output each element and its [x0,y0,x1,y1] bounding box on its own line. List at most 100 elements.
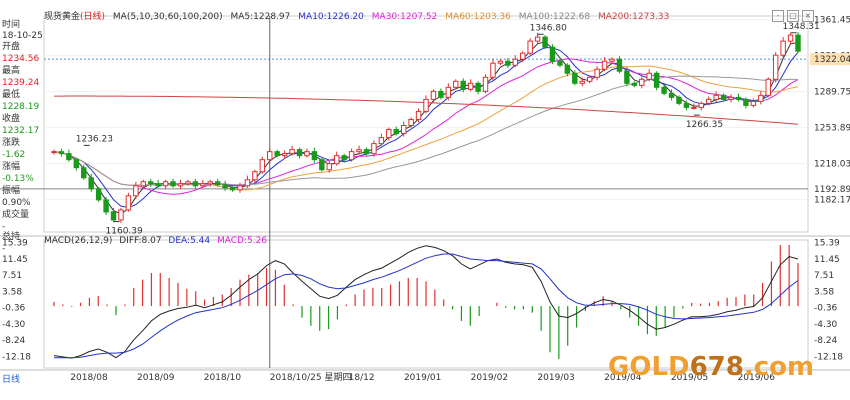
candle-body [334,155,340,165]
maximize-button[interactable]: □ [787,10,799,22]
time-value: 18-10-25 [2,31,43,41]
candle-body [51,151,57,154]
macd-tick-label: -12.18 [814,352,843,362]
close-value: 1232.17 [2,126,40,136]
candle-body [415,110,422,120]
candle-body [557,60,563,66]
macd-left-tick-label: 15.39 [2,239,28,249]
candle-body [646,72,652,80]
candle-body [125,195,132,211]
candle-body [713,94,719,100]
open-interest-value: - [2,244,6,254]
candle-body [743,98,749,106]
candle-body [110,211,117,221]
candle-body [430,90,437,100]
extreme-label: 1348.31 [783,22,820,32]
candle-body [624,70,630,84]
macd-diff-value: DIFF:8.07 [119,236,162,246]
candle-body [185,181,191,185]
x-tick-label: 2019/01 [404,373,441,383]
pct-value: -0.13% [2,174,34,184]
candle-body [728,96,734,100]
candle-body [787,34,794,42]
period-tab[interactable]: 日线 [2,375,21,385]
x-tick-label: 2019/04 [604,373,642,383]
candle-body [341,155,347,161]
macd-dea-line [54,253,799,359]
macd-params: MACD(26,12,9) [44,236,113,246]
candle-body [207,181,213,185]
current-price-label: 1322.04 [814,55,850,65]
macd-tick-label: -4.30 [814,320,838,330]
candle-body [594,68,600,78]
candle-body [73,159,80,169]
amp-value: 0.90% [2,198,31,208]
macd-tick-label: 15.39 [814,239,840,249]
candle-body [66,153,72,161]
watermark-logo: GOLD678.com [608,352,815,382]
candle-body [445,86,452,98]
cursor-date-box [267,371,348,383]
candle-body [177,183,184,187]
candle-body [497,60,504,64]
period-label[interactable]: (日线) [80,12,106,22]
candle-body [423,98,429,112]
candle-body [378,137,385,145]
macd-tick-label: 7.51 [814,271,834,281]
macd-left-tick-label: 11.45 [2,255,28,265]
candle-body [311,151,318,161]
candle-body [296,149,303,157]
macd-header: MACD(26,12,9) DIFF:8.07 DEA:5.44 MACD:5.… [44,236,271,246]
candle-body [400,125,407,135]
chart-header: 现货黄金(日线) MA(5,10,30,60,100,200) MA5:1228… [44,9,674,22]
candle-body [304,151,310,157]
candle-body [631,82,638,86]
volume-label: 成交量 [2,210,30,220]
macd-left-tick-label: -0.36 [2,304,26,314]
candle-body [222,184,228,189]
info-panel: 时间 18-10-25 开盘 1234.56 最高 1239.24 最低 122… [0,0,43,300]
macd-left-tick-label: 3.58 [2,287,22,297]
ma10-value: MA10:1226.20 [298,12,364,22]
macd-value: MACD:5.26 [216,236,268,246]
amp-label: 振幅 [2,186,21,196]
ma30-value: MA30:1207.52 [371,12,438,22]
candle-body [616,58,623,72]
candle-body [244,179,251,187]
candle-body [200,183,206,187]
price-tick-label: 1289.75 [814,88,850,98]
candle-body [706,98,712,104]
candle-body [267,151,273,161]
candle-body [356,149,362,153]
macd-left-tick-label: 7.51 [2,271,22,281]
candle-body [653,72,660,88]
candle-body [371,143,377,155]
x-tick-label: 2018/08 [70,373,108,383]
candle-body [720,94,727,100]
candle-body [490,62,496,78]
ma-params: MA(5,10,30,60,100,200) [112,12,223,22]
x-tick-label: 2018/10 [204,373,242,383]
candle-body [289,149,295,155]
candle-body [274,151,280,157]
price-panel-frame [43,15,809,233]
candle-body [520,52,526,60]
close-button[interactable]: × [802,10,814,22]
candle-body [475,82,481,92]
candle-body [750,100,757,106]
candle-body [467,82,474,90]
candle-body [542,36,548,48]
candle-body [586,76,593,82]
low-value: 1228.19 [2,102,40,112]
candle-body [772,54,779,80]
macd-tick-label: -0.36 [814,304,838,314]
candle-body [252,171,258,181]
macd-tick-label: -8.24 [814,336,838,346]
candle-body [229,187,236,191]
minimize-button[interactable]: - [772,10,784,22]
x-tick-label: 2019/06 [738,373,776,383]
candle-body [214,181,221,186]
candle-body [438,90,444,98]
symbol-name[interactable]: 现货黄金 [44,12,81,22]
extreme-label: 1346.80 [530,23,567,33]
